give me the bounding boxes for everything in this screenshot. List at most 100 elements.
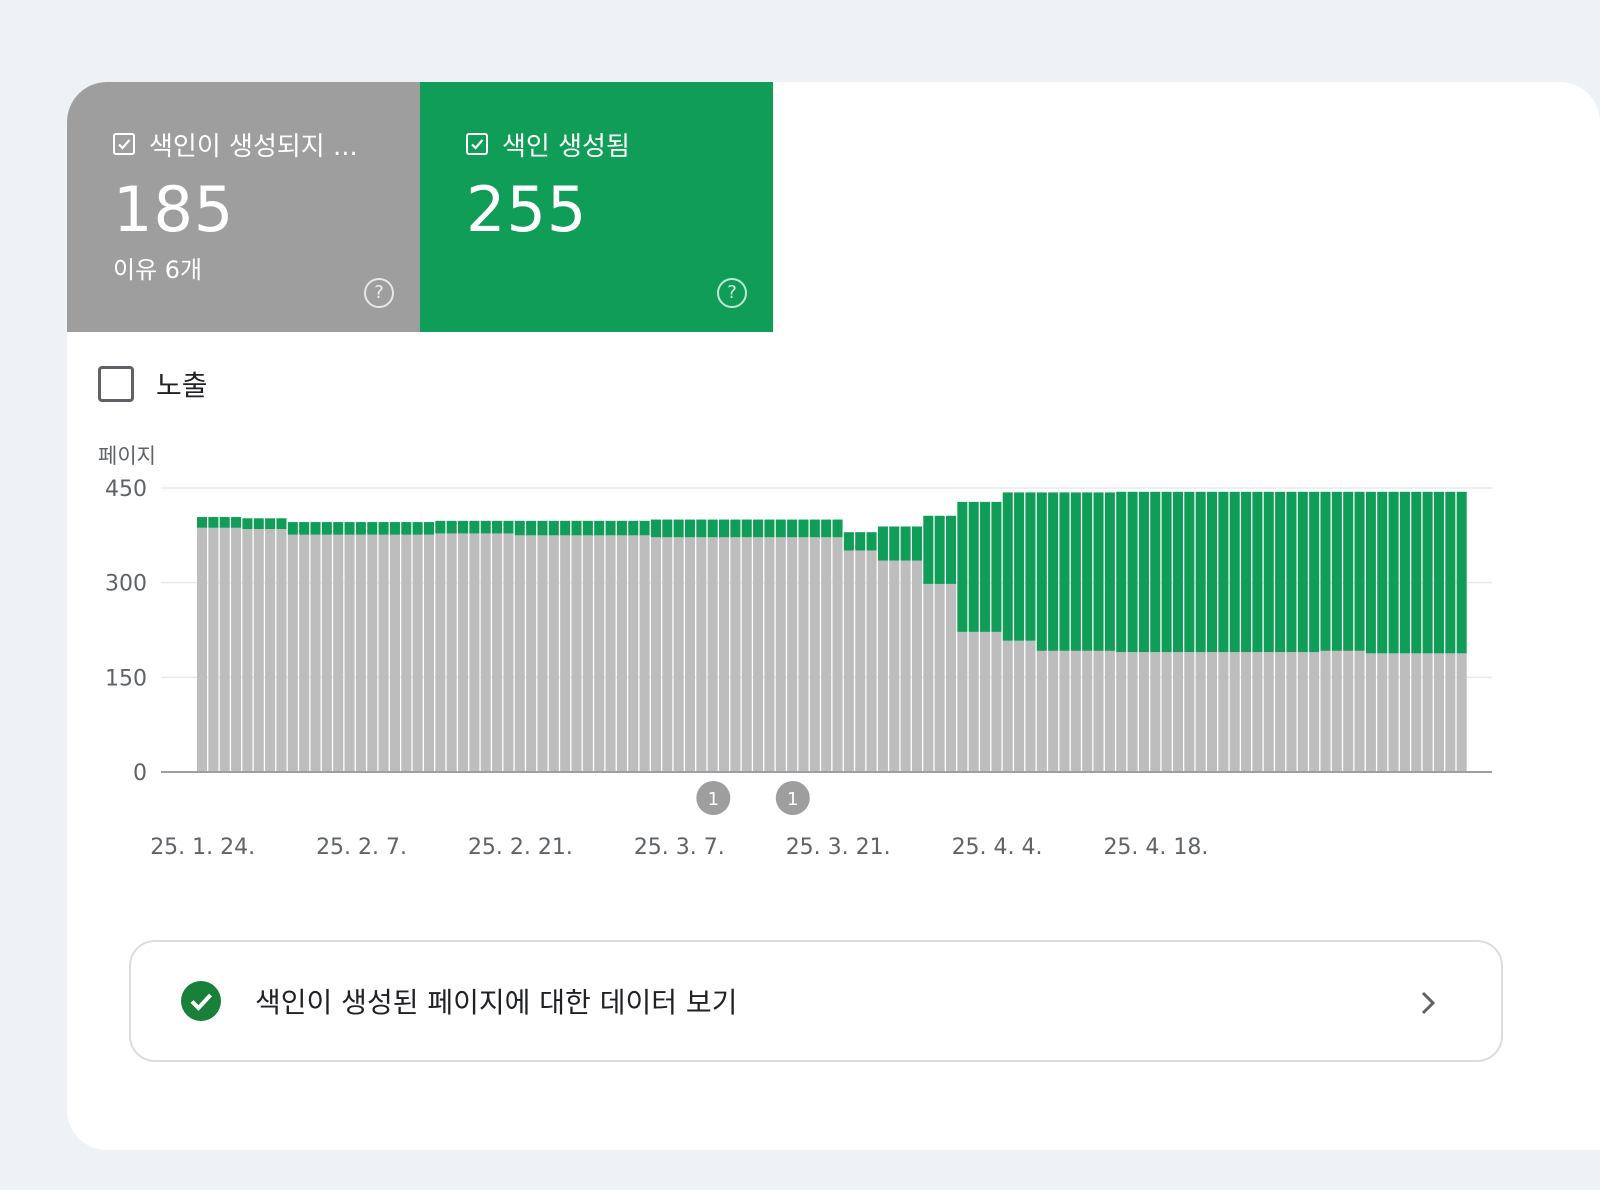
bar-indexed[interactable] <box>265 518 276 530</box>
bar-indexed[interactable] <box>650 519 661 538</box>
bar-indexed[interactable] <box>911 526 922 561</box>
bar-indexed[interactable] <box>968 501 979 632</box>
bar-indexed[interactable] <box>934 515 945 584</box>
bar-not-indexed[interactable] <box>957 631 968 772</box>
bar-indexed[interactable] <box>1241 491 1252 653</box>
bar-indexed[interactable] <box>775 519 786 538</box>
bar-indexed[interactable] <box>378 522 389 535</box>
bar-not-indexed[interactable] <box>945 583 957 772</box>
bar-not-indexed[interactable] <box>1433 653 1445 772</box>
bar-indexed[interactable] <box>355 522 366 535</box>
bar-not-indexed[interactable] <box>1241 652 1252 772</box>
bar-indexed[interactable] <box>469 520 480 534</box>
bar-not-indexed[interactable] <box>1161 652 1172 772</box>
bar-not-indexed[interactable] <box>877 560 888 772</box>
bar-indexed[interactable] <box>1422 491 1433 654</box>
checkbox-checked-icon[interactable] <box>466 133 488 155</box>
bar-not-indexed[interactable] <box>1229 652 1240 772</box>
bar-not-indexed[interactable] <box>208 527 219 772</box>
bar-not-indexed[interactable] <box>809 537 820 772</box>
bar-not-indexed[interactable] <box>628 535 639 772</box>
bar-indexed[interactable] <box>1116 491 1127 653</box>
bar-indexed[interactable] <box>458 520 469 534</box>
bar-indexed[interactable] <box>446 520 457 534</box>
bar-indexed[interactable] <box>1320 491 1331 651</box>
not-indexed-tile[interactable]: 색인이 생성되지 ... 185 이유 6개 ? <box>67 82 420 332</box>
bar-not-indexed[interactable] <box>741 537 752 772</box>
bar-not-indexed[interactable] <box>492 533 503 772</box>
bar-indexed[interactable] <box>1343 491 1354 651</box>
bar-indexed[interactable] <box>310 522 321 535</box>
bar-not-indexed[interactable] <box>616 535 627 772</box>
bar-not-indexed[interactable] <box>900 560 911 772</box>
bar-indexed[interactable] <box>197 517 208 528</box>
bar-not-indexed[interactable] <box>775 537 786 772</box>
bar-indexed[interactable] <box>662 519 673 538</box>
bar-indexed[interactable] <box>1036 492 1047 651</box>
bar-indexed[interactable] <box>253 518 264 530</box>
bar-indexed[interactable] <box>1456 491 1467 654</box>
bar-indexed[interactable] <box>276 518 287 530</box>
bar-not-indexed[interactable] <box>299 534 310 772</box>
bar-not-indexed[interactable] <box>684 537 696 772</box>
bar-not-indexed[interactable] <box>991 631 1002 772</box>
bar-indexed[interactable] <box>492 520 503 534</box>
bar-not-indexed[interactable] <box>911 560 922 772</box>
bar-indexed[interactable] <box>1184 491 1195 653</box>
bar-not-indexed[interactable] <box>798 537 809 772</box>
bar-not-indexed[interactable] <box>1399 653 1410 772</box>
bar-indexed[interactable] <box>1150 491 1161 653</box>
bar-not-indexed[interactable] <box>753 537 764 772</box>
bar-indexed[interactable] <box>1218 491 1229 653</box>
bar-indexed[interactable] <box>560 520 571 536</box>
bar-indexed[interactable] <box>1138 491 1149 653</box>
bar-not-indexed[interactable] <box>1377 653 1388 772</box>
bar-indexed[interactable] <box>401 522 412 535</box>
bar-indexed[interactable] <box>764 519 775 538</box>
bar-indexed[interactable] <box>231 517 242 528</box>
indexed-tile[interactable]: 색인 생성됨 255 ? <box>420 82 773 332</box>
bar-indexed[interactable] <box>1275 491 1286 653</box>
annotation-marker[interactable]: 1 <box>775 781 810 815</box>
bar-not-indexed[interactable] <box>1275 652 1286 772</box>
bar-indexed[interactable] <box>866 532 877 551</box>
bar-indexed[interactable] <box>1377 491 1388 654</box>
bar-not-indexed[interactable] <box>639 535 650 772</box>
bar-indexed[interactable] <box>855 532 866 551</box>
bar-indexed[interactable] <box>684 519 696 538</box>
bar-indexed[interactable] <box>1014 492 1025 641</box>
bar-not-indexed[interactable] <box>1150 652 1161 772</box>
bar-not-indexed[interactable] <box>1104 650 1115 772</box>
bar-indexed[interactable] <box>1331 491 1342 651</box>
bar-not-indexed[interactable] <box>287 534 298 772</box>
bar-not-indexed[interactable] <box>1036 650 1047 772</box>
checkbox-checked-icon[interactable] <box>113 133 135 155</box>
bar-not-indexed[interactable] <box>1354 650 1365 772</box>
bar-indexed[interactable] <box>900 526 911 561</box>
bar-indexed[interactable] <box>389 522 400 535</box>
bar-not-indexed[interactable] <box>423 534 435 772</box>
bar-indexed[interactable] <box>798 519 809 538</box>
bar-indexed[interactable] <box>753 519 764 538</box>
bar-not-indexed[interactable] <box>344 534 355 772</box>
bar-indexed[interactable] <box>877 526 888 561</box>
bar-indexed[interactable] <box>1048 492 1059 651</box>
bar-indexed[interactable] <box>1059 492 1070 651</box>
bar-not-indexed[interactable] <box>650 537 661 772</box>
bar-indexed[interactable] <box>1309 491 1320 653</box>
bar-not-indexed[interactable] <box>866 550 877 772</box>
bar-not-indexed[interactable] <box>1252 652 1263 772</box>
bar-indexed[interactable] <box>991 501 1002 632</box>
bar-indexed[interactable] <box>1093 492 1104 651</box>
bar-indexed[interactable] <box>980 501 991 632</box>
bar-not-indexed[interactable] <box>855 550 866 772</box>
bar-indexed[interactable] <box>1388 491 1399 654</box>
bar-not-indexed[interactable] <box>1286 652 1297 772</box>
bar-not-indexed[interactable] <box>1297 652 1308 772</box>
bar-not-indexed[interactable] <box>707 537 718 772</box>
bar-indexed[interactable] <box>333 522 344 535</box>
bar-indexed[interactable] <box>1354 491 1365 651</box>
bar-indexed[interactable] <box>1365 491 1376 654</box>
help-icon[interactable]: ? <box>364 278 394 308</box>
bar-indexed[interactable] <box>1433 491 1445 654</box>
